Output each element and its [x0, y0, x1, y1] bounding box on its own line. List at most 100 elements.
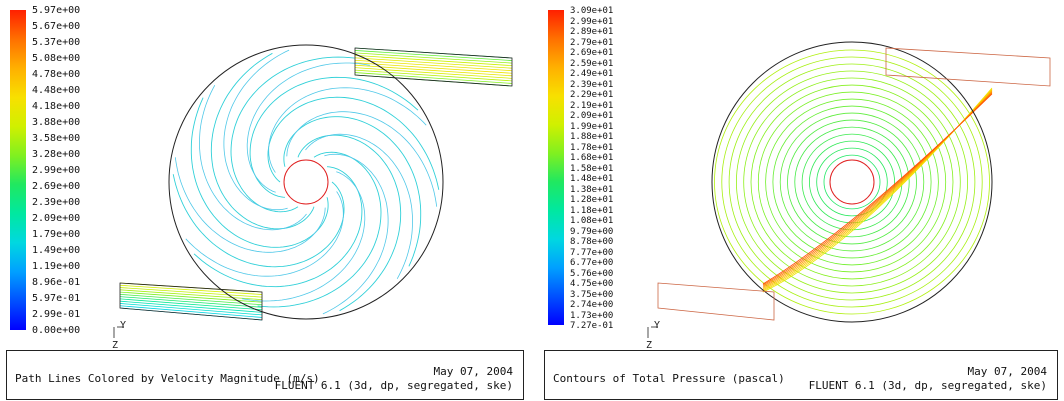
colorbar-tick-label: 1.79e+00	[32, 229, 81, 240]
spiral-pathline	[172, 174, 345, 268]
pressure-contour	[721, 56, 983, 308]
hub-circle	[829, 159, 875, 205]
pressure-footer: Contours of Total Pressure (pascal) May …	[544, 350, 1058, 400]
colorbar-tick-label: 8.78e+00	[570, 237, 614, 247]
pressure-contour	[714, 49, 990, 315]
axis-y-label: Y	[120, 320, 127, 331]
colorbar-tick-label: 0.00e+00	[32, 325, 81, 336]
hub-circle	[283, 159, 329, 205]
pressure-contour	[728, 63, 976, 301]
colorbar-tick-label: 3.88e+00	[32, 117, 81, 128]
outlet-pathline	[119, 298, 263, 311]
colorbar-tick-label: 1.78e+01	[570, 142, 614, 153]
inlet-pathline	[354, 59, 513, 72]
spiral-pathline	[193, 166, 363, 288]
pressure-contour	[779, 112, 925, 252]
colorbar-tick-label: 9.79e+00	[570, 226, 614, 237]
inlet-pathline	[354, 62, 513, 74]
spiral-pathline	[246, 62, 370, 193]
colorbar-tick-label: 2.79e+01	[570, 37, 614, 48]
spiral-pathline	[199, 85, 307, 231]
outlet-pathline	[119, 305, 263, 318]
plot-date: May 07, 2004	[433, 365, 513, 378]
spiral-pathline	[268, 87, 427, 173]
colorbar-tick-label: 1.18e+01	[570, 205, 614, 216]
inlet-pathline	[354, 72, 513, 84]
inlet-pathline	[354, 52, 513, 64]
pressure-contour	[735, 70, 968, 294]
colorbar-tick-label: 1.49e+00	[32, 245, 81, 256]
spiral-pathline	[242, 171, 366, 302]
colorbar-tick-label: 2.49e+01	[570, 69, 614, 79]
pressure-contour	[762, 90, 993, 289]
pathlines-footer: Path Lines Colored by Velocity Magnitude…	[6, 350, 524, 400]
spiral-pathline	[223, 49, 290, 211]
pressure-contour	[794, 126, 910, 238]
colorbar-tick-label: 4.18e+00	[32, 101, 81, 112]
spiral-pathline	[286, 111, 438, 207]
spiral-pathline	[190, 97, 329, 248]
colorbar-tick-label: 6.77e+00	[570, 258, 614, 268]
outlet-pathline	[119, 293, 263, 306]
pathlines-plot	[113, 44, 513, 338]
pressure-contour	[762, 88, 993, 292]
colorbar-tick-label: 3.28e+00	[32, 149, 81, 160]
solver-info: FLUENT 6.1 (3d, dp, segregated, ske)	[808, 379, 1047, 392]
pressure-contour	[787, 119, 917, 245]
spiral-pathline	[249, 76, 419, 198]
spiral-pathline	[322, 153, 389, 315]
pressure-contour	[772, 105, 932, 259]
colorbar-tick-label: 2.59e+01	[570, 58, 614, 69]
colorbar-tick-label: 7.77e+00	[570, 247, 614, 258]
colorbar-tick-label: 2.99e+00	[32, 165, 81, 176]
colorbar-tick-label: 2.09e+00	[32, 213, 81, 224]
inlet-pipe	[885, 47, 1051, 87]
spiral-pathline	[267, 96, 440, 190]
colorbar-tick-label: 5.67e+00	[32, 21, 81, 32]
spiral-pathline	[305, 133, 413, 279]
solver-info: FLUENT 6.1 (3d, dp, segregated, ske)	[274, 379, 513, 392]
pressure-contour	[743, 77, 961, 287]
colorbar-tick-label: 2.99e-01	[32, 309, 81, 320]
colorbar-tick-label: 1.68e+01	[570, 153, 614, 163]
axis-z-label: Z	[646, 340, 653, 351]
spiral-pathline	[230, 56, 355, 213]
inlet-pathline	[354, 69, 513, 82]
pressure-contour	[823, 154, 881, 210]
pressure-contours-plot	[647, 41, 1051, 338]
colorbar-tick-label: 1.19e+00	[32, 261, 81, 272]
outlet-pipe	[657, 282, 775, 321]
inlet-pathline	[354, 67, 513, 79]
pressure-contour	[816, 147, 888, 217]
spiral-pathline	[257, 151, 382, 308]
outlet-pathline	[119, 284, 263, 295]
colorbar-tick-label: 1.28e+01	[570, 195, 614, 205]
colorbar-gradient	[548, 10, 564, 325]
colorbar-tick-label: 3.75e+00	[570, 289, 614, 300]
inlet-pipe	[354, 47, 513, 87]
inlet-pathline	[354, 57, 513, 69]
outlet-pathline	[119, 296, 263, 308]
colorbar-tick-label: 1.88e+01	[570, 132, 614, 142]
outlet-pathline	[119, 287, 263, 298]
colorbar-tick-label: 3.58e+00	[32, 133, 81, 144]
axis-y-label: Y	[654, 320, 661, 331]
pressure-contour	[762, 93, 993, 285]
outlet-pipe	[119, 282, 263, 321]
pathlines-panel: 5.97e+00 5.67e+00 5.37e+00 5.08e+00 4.78e+00…	[0, 0, 530, 401]
colorbar-tick-label: 1.99e+01	[570, 121, 614, 132]
spiral-pathline	[283, 116, 422, 267]
outlet-pathline	[119, 300, 263, 313]
chamber-outline	[711, 41, 993, 323]
colorbar-tick-label: 4.48e+00	[32, 85, 81, 96]
plot-title: Path Lines Colored by Velocity Magnitude…	[15, 372, 320, 385]
spiral-pathline	[185, 191, 344, 277]
pressure-contour	[762, 91, 993, 288]
colorbar-tick-label: 2.69e+00	[32, 181, 81, 192]
spiral-pathline	[210, 52, 315, 230]
pressure-contour	[750, 84, 954, 280]
spiral-pathline	[174, 157, 326, 253]
colorbar-tick-label: 2.89e+01	[570, 27, 614, 37]
colorbar-tick-label: 5.08e+00	[32, 53, 81, 64]
outlet-pathline	[119, 291, 263, 303]
